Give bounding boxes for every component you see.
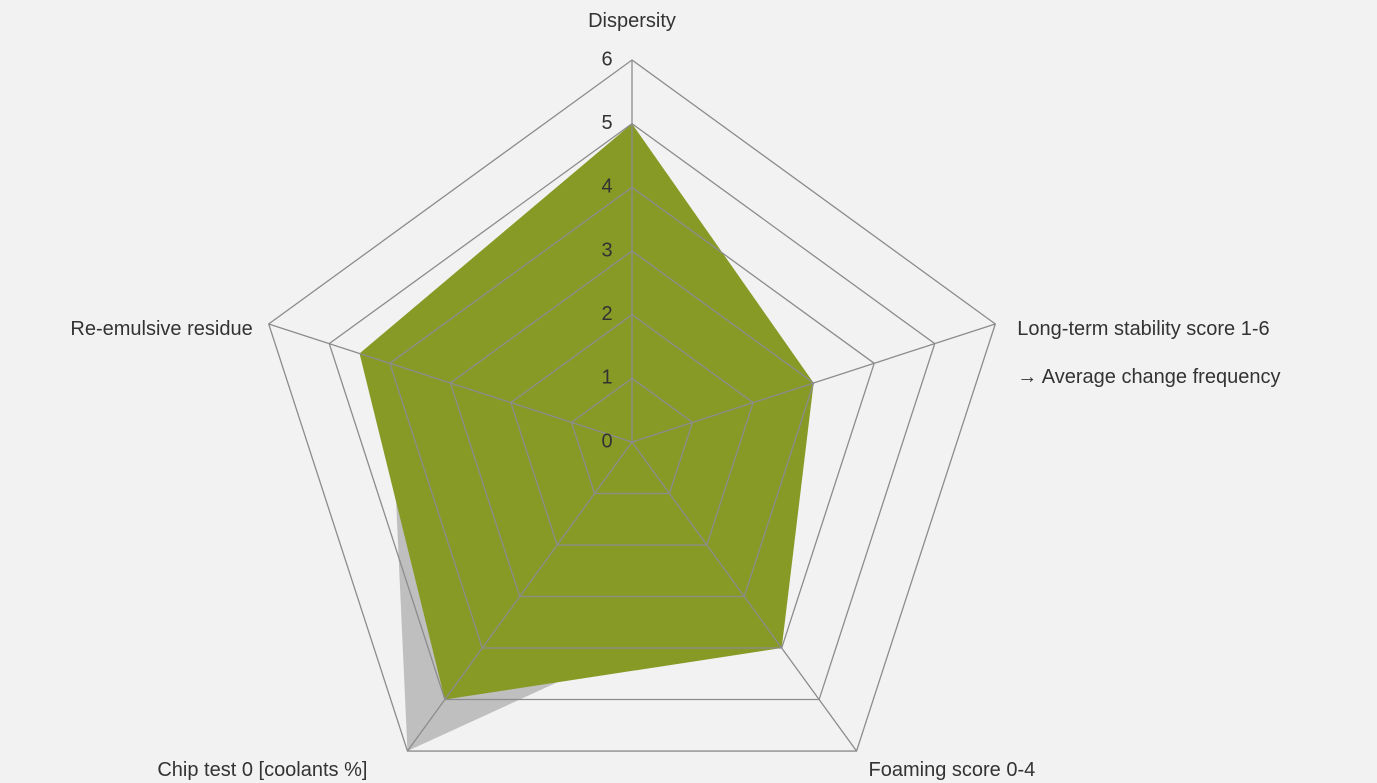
grid-ring: [267, 59, 997, 752]
tick-label: 3: [601, 239, 612, 261]
category-label-line: Long-term stability score 1-6: [1017, 318, 1269, 340]
grid-ring: [328, 122, 936, 701]
axis-spoke: [268, 323, 633, 443]
category-label-line: Chip test 0 [coolants %]: [157, 759, 367, 781]
grid-ring: [570, 377, 694, 495]
category-label: Chip test 0 [coolants %]: [157, 759, 367, 781]
grid-ring: [449, 250, 815, 598]
category-label: Re-emulsive residue: [70, 318, 252, 340]
axis-spoke: [631, 323, 996, 443]
category-label-line: Dispersity: [588, 10, 676, 32]
grid-ring: [389, 186, 875, 649]
tick-label: 5: [601, 112, 612, 134]
axis-spoke: [406, 441, 633, 752]
tick-label: 1: [601, 367, 612, 389]
category-label: Foaming score 0-4: [869, 759, 1036, 781]
tick-label: 2: [601, 303, 612, 325]
category-label-line: → Average change frequency: [1017, 366, 1280, 388]
category-label-line: Re-emulsive residue: [70, 318, 252, 340]
tick-label: 6: [601, 48, 612, 70]
grid-ring: [510, 313, 754, 546]
axis-spoke: [631, 441, 858, 752]
tick-label: 4: [601, 176, 612, 198]
tick-label: 0: [601, 430, 612, 452]
category-label: Dispersity: [588, 10, 676, 32]
category-label-line: Foaming score 0-4: [869, 759, 1036, 781]
category-label: Long-term stability score 1-6 → Average c…: [1017, 318, 1280, 388]
